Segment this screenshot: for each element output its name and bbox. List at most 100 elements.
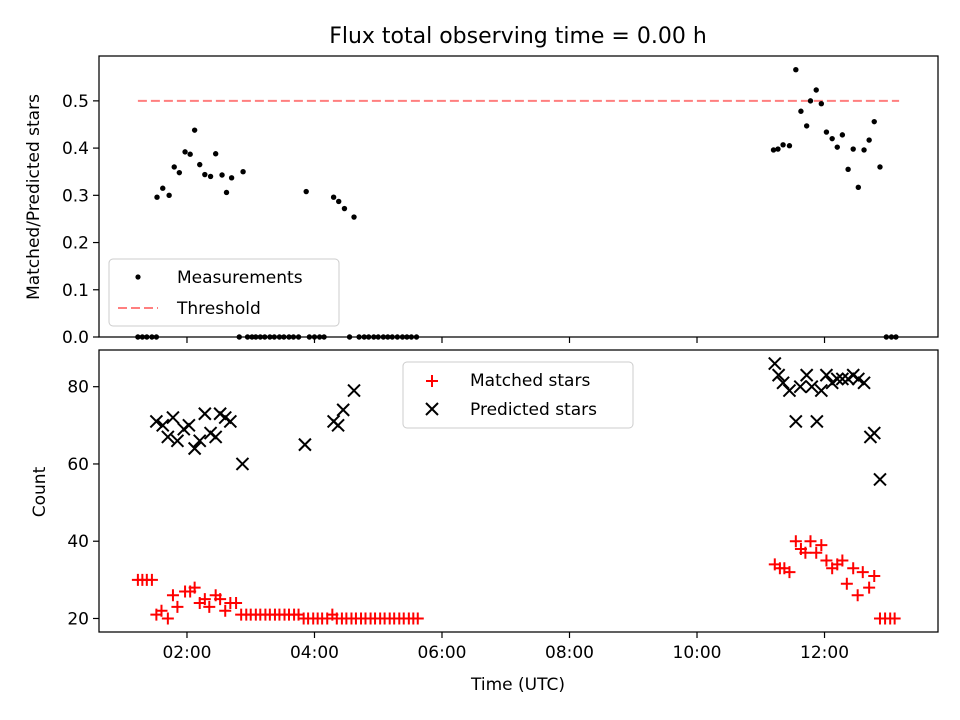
matched-point — [789, 535, 802, 548]
predicted-point — [156, 418, 170, 433]
measurement-point — [257, 334, 263, 340]
measurement-point — [236, 334, 242, 340]
measurement-point — [330, 194, 337, 200]
matched-point — [203, 600, 216, 613]
x-tick-label: 08:00 — [545, 643, 594, 663]
predicted-point — [768, 356, 782, 371]
measurement-point — [267, 334, 273, 340]
measurement-point — [191, 127, 198, 133]
predicted-point — [182, 418, 196, 433]
measurement-point — [290, 334, 297, 340]
predicted-legend-marker — [425, 402, 439, 416]
matched-point — [145, 573, 158, 586]
matched-point — [230, 597, 243, 610]
predicted-point — [851, 372, 866, 386]
measurement-point — [144, 334, 150, 340]
matched-point — [166, 589, 179, 602]
measurement-point — [153, 334, 160, 340]
matched-point — [810, 546, 823, 559]
measurement-point — [839, 132, 846, 138]
top-y-tick-label: 0.5 — [62, 92, 89, 112]
predicted-point — [331, 418, 345, 433]
measurement-point — [240, 169, 246, 175]
matched-point — [214, 593, 227, 606]
measurement-point — [271, 334, 278, 340]
measurement-legend-marker — [135, 274, 141, 280]
bottom-y-tick-label: 60 — [67, 455, 89, 475]
predicted-point — [799, 368, 814, 382]
predicted-point — [857, 376, 871, 390]
measurement-point — [389, 334, 395, 340]
predicted-point — [161, 430, 175, 444]
matched-point — [219, 604, 232, 617]
bottom-y-tick-label: 80 — [67, 378, 89, 398]
measurement-point — [182, 149, 188, 155]
predicted-point — [170, 434, 185, 448]
measurement-point — [850, 146, 856, 152]
measurement-point — [786, 143, 793, 149]
predicted-point — [830, 372, 844, 386]
measurement-point — [202, 171, 208, 178]
top-y-tick-label: 0.2 — [62, 234, 89, 254]
chart-title: Flux total observing time = 0.00 h — [329, 24, 707, 49]
measurement-point — [341, 205, 348, 212]
measurement-point — [365, 334, 372, 340]
x-tick-label: 06:00 — [417, 643, 466, 663]
matched-point — [411, 612, 424, 625]
matched-point — [815, 539, 828, 552]
bottom-legend: Matched stars Predicted stars — [402, 361, 634, 429]
matched-point — [188, 581, 201, 594]
predicted-point — [149, 414, 164, 429]
bottom-y-tick-label: 40 — [67, 532, 89, 552]
matched-point — [155, 604, 168, 617]
measurement-legend-label: Measurements — [177, 268, 303, 288]
measurement-point — [356, 334, 362, 340]
x-axis-label: Time (UTC) — [470, 675, 565, 695]
measurement-point — [394, 334, 401, 340]
matched-point — [868, 569, 881, 582]
bottom-legend-frame — [402, 361, 634, 429]
measurement-point — [286, 334, 292, 340]
top-y-tick-label: 0.3 — [62, 186, 89, 206]
measurement-point — [139, 334, 146, 340]
measurement-point — [775, 146, 781, 152]
matched-point — [783, 566, 796, 579]
predicted-point — [789, 414, 803, 429]
measurement-point — [877, 164, 883, 170]
measurement-point — [316, 334, 323, 340]
measurement-point — [413, 334, 420, 340]
measurement-point — [404, 334, 410, 340]
predicted-point — [867, 426, 881, 440]
top-y-ticks: 0.0 0.1 0.2 0.3 0.4 0.5 — [62, 92, 99, 348]
measurement-point — [306, 334, 313, 340]
measurement-point — [793, 66, 799, 73]
matched-point — [171, 600, 184, 613]
predicted-points — [149, 356, 887, 487]
matched-legend-marker — [426, 375, 438, 387]
predicted-point — [208, 430, 223, 444]
matched-legend-label: Matched stars — [470, 371, 590, 391]
measurement-point — [276, 334, 283, 340]
measurement-point — [807, 98, 814, 104]
matched-point — [820, 554, 833, 567]
measurement-point — [244, 334, 251, 340]
predicted-point — [810, 414, 824, 429]
measurement-point — [336, 198, 342, 205]
measurement-point — [385, 334, 391, 340]
matched-point — [851, 589, 864, 602]
measurement-point — [160, 185, 166, 191]
measurement-point — [893, 334, 899, 340]
top-y-tick-label: 0.0 — [62, 328, 89, 348]
measurement-point — [888, 334, 895, 340]
predicted-legend-label: Predicted stars — [470, 400, 597, 420]
matched-point — [856, 566, 869, 579]
top-panel: 0.0 0.1 0.2 0.3 0.4 0.5 Matched/Predicted sta… — [24, 55, 939, 348]
measurement-point — [166, 192, 172, 199]
measurement-point — [197, 161, 203, 168]
predicted-point — [198, 407, 212, 421]
measurement-point — [770, 147, 777, 153]
measurement-point — [321, 334, 327, 340]
matched-point — [161, 612, 174, 625]
